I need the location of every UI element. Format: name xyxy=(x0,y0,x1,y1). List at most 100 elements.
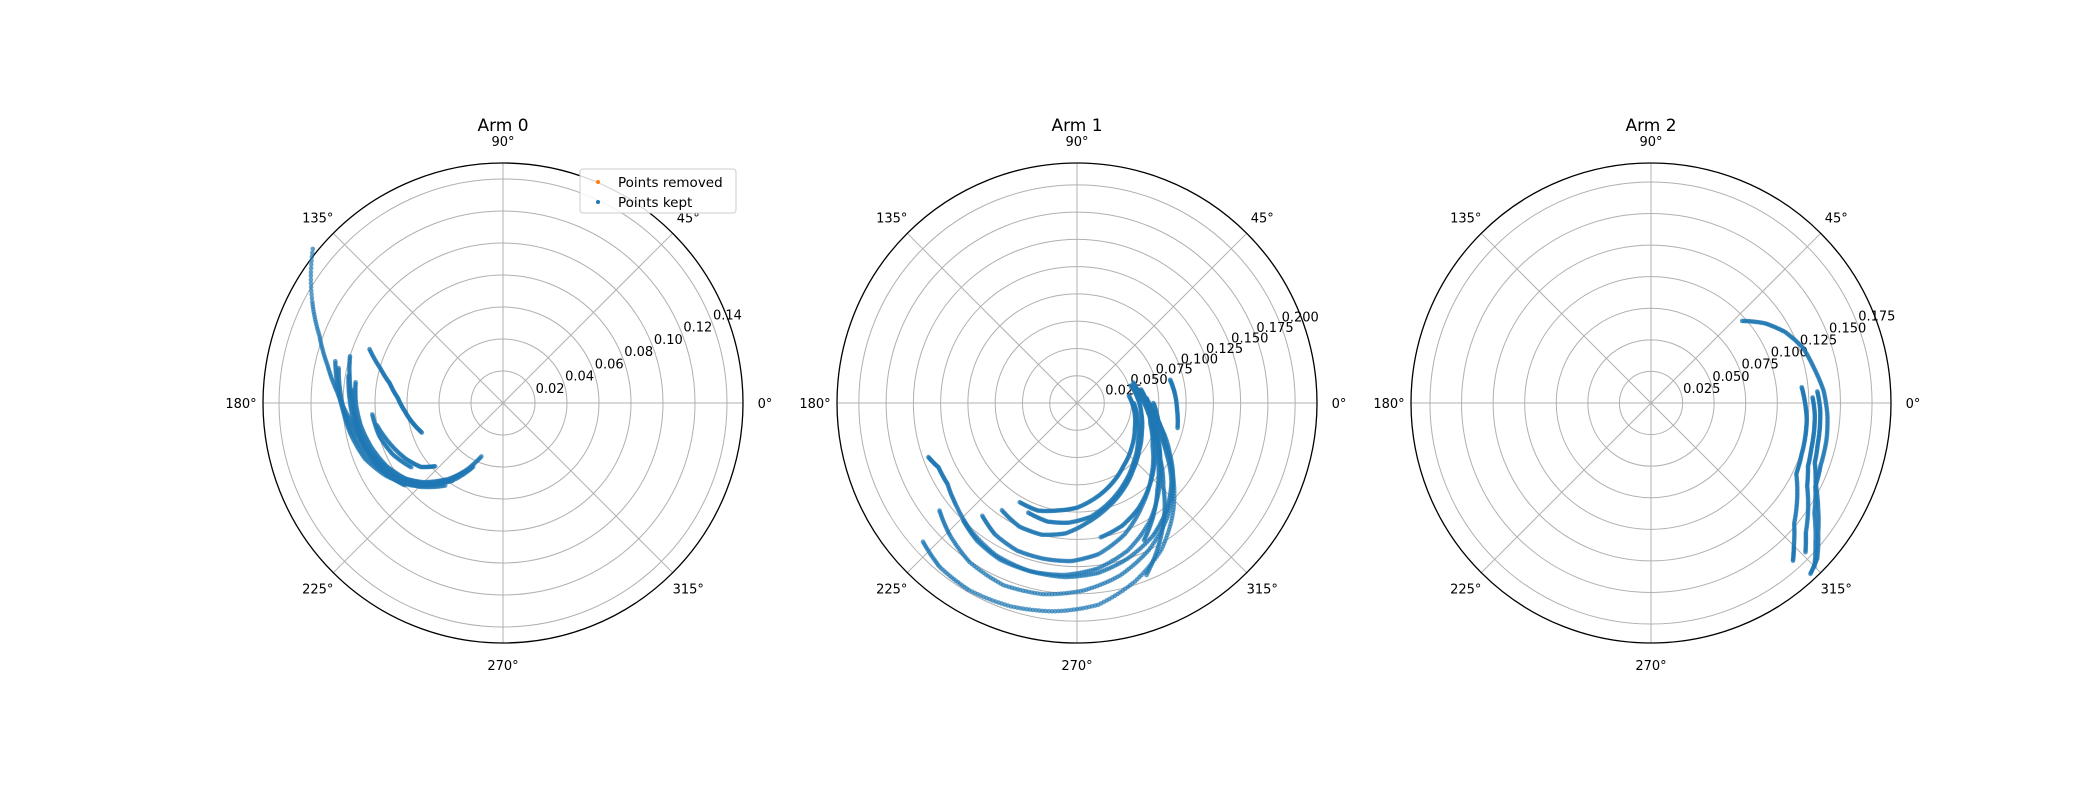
data-track xyxy=(349,387,448,485)
r-tick-label: 0.050 xyxy=(1712,370,1749,385)
data-point xyxy=(308,284,314,290)
legend-label-points-removed: Points removed xyxy=(618,175,723,191)
theta-tick-label: 180° xyxy=(799,397,830,412)
data-point xyxy=(409,464,414,470)
theta-tick-label: 270° xyxy=(1061,659,1092,674)
data-point xyxy=(1151,400,1156,406)
data-track xyxy=(353,380,455,487)
data-point xyxy=(309,262,314,267)
r-tick-label: 0.14 xyxy=(713,308,742,323)
r-tick-label: 0.075 xyxy=(1156,363,1193,378)
r-tick-label: 0.10 xyxy=(654,333,683,348)
angular-gridline xyxy=(332,232,504,404)
angular-gridline xyxy=(1480,402,1652,574)
data-point xyxy=(310,246,316,252)
theta-tick-label: 0° xyxy=(758,397,773,412)
theta-tick-label: 90° xyxy=(491,135,514,150)
data-point xyxy=(309,258,314,263)
data-track xyxy=(367,346,425,435)
theta-tick-label: 315° xyxy=(1821,582,1852,597)
theta-tick-label: 270° xyxy=(1635,659,1666,674)
data-point xyxy=(308,265,314,271)
data-point xyxy=(309,292,314,297)
angular-gridline xyxy=(502,402,674,574)
angular-gridline xyxy=(906,232,1078,404)
theta-tick-label: 315° xyxy=(673,582,704,597)
data-point xyxy=(1803,549,1808,555)
data-track xyxy=(1141,395,1161,543)
angular-gridline xyxy=(1076,232,1248,404)
data-point xyxy=(450,478,455,484)
theta-tick-label: 315° xyxy=(1247,582,1278,597)
r-tick-label: 0.175 xyxy=(1256,321,1293,336)
r-tick-label: 0.12 xyxy=(683,321,712,336)
polar-frame xyxy=(262,162,744,644)
data-track xyxy=(374,422,438,470)
r-tick-label: 0.100 xyxy=(1181,352,1218,367)
r-tick-label: 0.200 xyxy=(1282,311,1319,326)
panel-title: Arm 2 xyxy=(1625,116,1676,136)
theta-tick-label: 135° xyxy=(302,212,333,227)
r-tick-label: 0.150 xyxy=(1231,331,1268,346)
data-point xyxy=(419,430,425,435)
angular-gridline xyxy=(502,232,674,404)
data-track xyxy=(1017,393,1138,514)
data-point xyxy=(470,464,476,470)
theta-tick-label: 225° xyxy=(876,582,907,597)
data-track xyxy=(1808,389,1823,577)
r-tick-label: 0.075 xyxy=(1742,358,1779,373)
r-tick-label: 0.150 xyxy=(1829,321,1866,336)
data-point xyxy=(308,273,314,279)
data-track xyxy=(1025,400,1142,526)
data-point xyxy=(1144,395,1149,401)
legend-label-points-kept: Points kept xyxy=(618,195,692,211)
data-point xyxy=(1808,571,1813,577)
data-point xyxy=(1126,393,1132,399)
theta-tick-label: 135° xyxy=(876,212,907,227)
theta-tick-label: 0° xyxy=(1906,397,1921,412)
data-point xyxy=(442,477,448,483)
theta-tick-label: 90° xyxy=(1065,135,1088,150)
polar-panel-arm-2: Arm 2 0°45°90°135°180°225°270°315°0.0250… xyxy=(1373,116,1920,674)
polar-frame xyxy=(836,162,1318,644)
legend-frame xyxy=(579,168,737,214)
angular-gridline xyxy=(1650,232,1822,404)
data-point xyxy=(1046,608,1052,614)
data-point xyxy=(309,288,314,294)
theta-tick-label: 135° xyxy=(1450,212,1481,227)
r-tick-label: 0.08 xyxy=(624,345,653,360)
data-point xyxy=(308,281,314,286)
theta-tick-label: 270° xyxy=(487,659,518,674)
theta-tick-label: 45° xyxy=(1825,212,1848,227)
data-point xyxy=(308,277,314,282)
data-point xyxy=(309,295,315,301)
angular-gridline xyxy=(1480,232,1652,404)
r-tick-label: 0.04 xyxy=(565,370,594,385)
legend: Points removed Points kept xyxy=(579,168,737,214)
data-point xyxy=(460,470,466,475)
theta-tick-label: 225° xyxy=(1450,582,1481,597)
theta-tick-label: 45° xyxy=(1251,212,1274,227)
theta-tick-label: 180° xyxy=(1373,397,1404,412)
data-point xyxy=(309,254,315,259)
data-track xyxy=(1803,395,1818,555)
theta-tick-label: 45° xyxy=(677,212,700,227)
r-tick-label: 0.125 xyxy=(1800,334,1837,349)
data-point xyxy=(308,269,314,275)
data-track xyxy=(1167,377,1181,431)
theta-tick-label: 0° xyxy=(1332,397,1347,412)
r-tick-label: 0.06 xyxy=(595,357,624,372)
data-point xyxy=(479,454,484,459)
r-tick-label: 0.175 xyxy=(1858,309,1895,324)
r-tick-label: 0.050 xyxy=(1130,373,1167,388)
panel-title: Arm 1 xyxy=(1051,116,1102,136)
polar-frame xyxy=(1410,162,1892,644)
panel-title: Arm 0 xyxy=(477,116,528,136)
legend-marker-points-removed xyxy=(596,180,600,184)
data-track xyxy=(1790,384,1810,563)
theta-tick-label: 90° xyxy=(1639,135,1662,150)
data-point xyxy=(1790,558,1796,563)
r-tick-label: 0.100 xyxy=(1771,346,1808,361)
theta-tick-label: 225° xyxy=(302,582,333,597)
